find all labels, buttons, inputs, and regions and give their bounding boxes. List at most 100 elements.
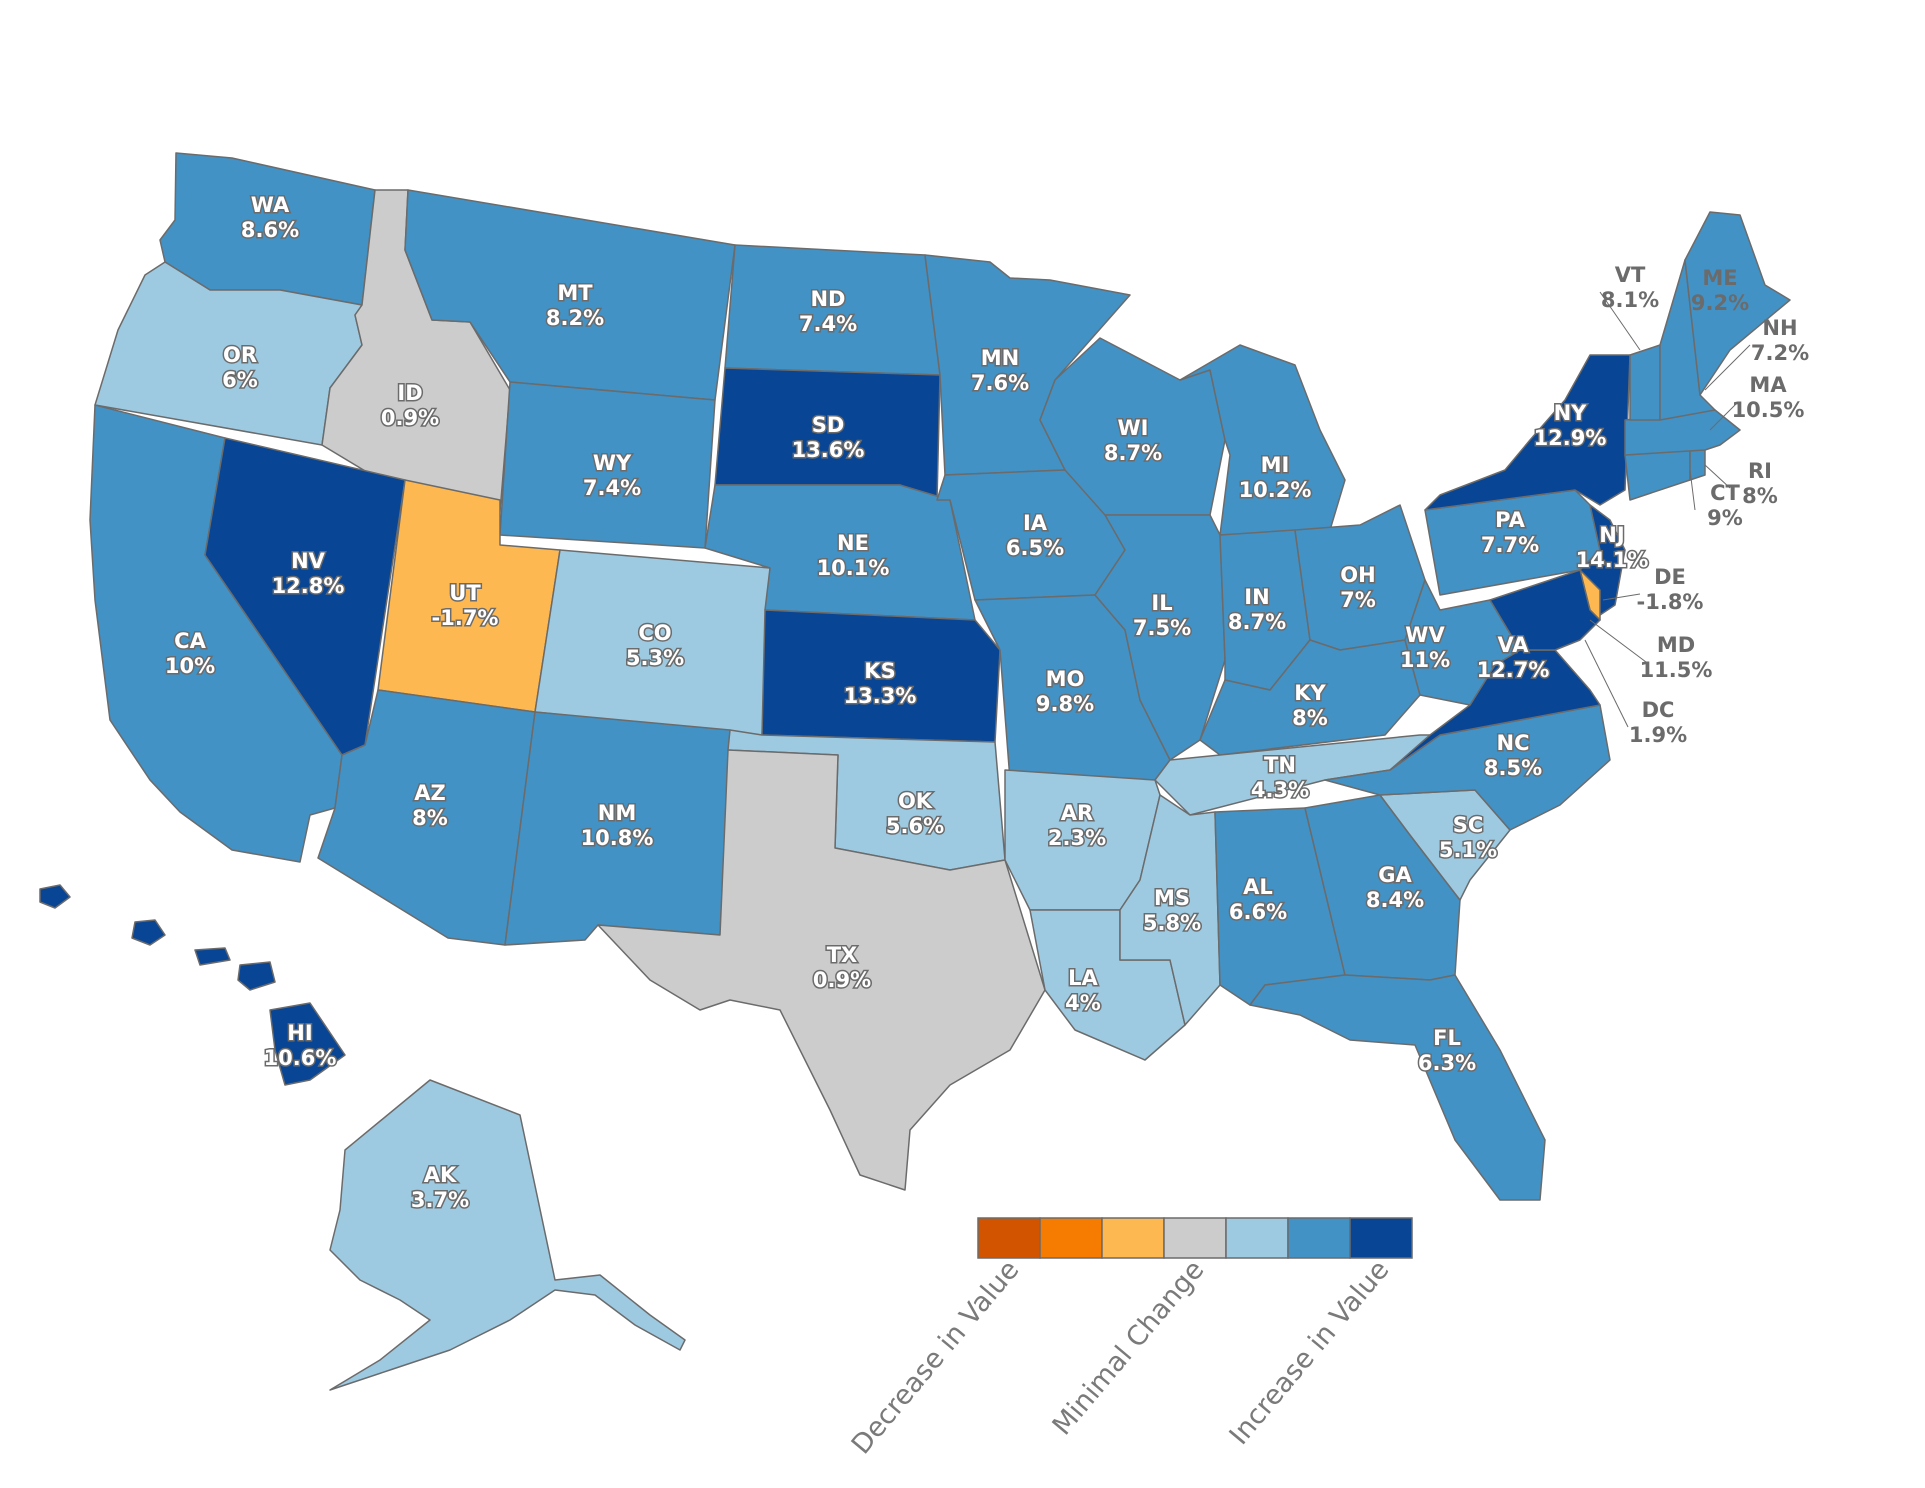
state-label-al: AL6.6% — [1227, 874, 1288, 926]
state-abbr-ga: GA — [1378, 863, 1412, 887]
state-ms — [1119, 794, 1221, 1026]
state-abbr-mo: MO — [1046, 667, 1085, 691]
state-value-ga: 8.4% — [1366, 888, 1424, 912]
state-abbr-ky: KY — [1294, 681, 1326, 705]
state-abbr-wv: WV — [1405, 623, 1445, 647]
state-label-in: IN8.7% — [1226, 584, 1287, 636]
states-layer — [39, 152, 1791, 1391]
state-label-ia: IA6.5% — [1004, 510, 1065, 562]
legend-swatch-inc-mid — [1287, 1217, 1351, 1259]
state-value-ct: 9% — [1707, 506, 1743, 530]
state-abbr-tn: TN — [1264, 753, 1296, 777]
state-abbr-ca: CA — [174, 629, 206, 653]
state-abbr-nc: NC — [1497, 731, 1530, 755]
state-value-ak: 3.7% — [411, 1188, 469, 1212]
state-abbr-mt: MT — [557, 281, 593, 305]
state-abbr-oh: OH — [1340, 563, 1375, 587]
state-label-dc: DC1.9% — [1629, 698, 1687, 747]
state-value-mt: 8.2% — [546, 306, 604, 330]
state-abbr-wi: WI — [1118, 416, 1149, 440]
state-ct — [1624, 449, 1691, 501]
state-label-ar: AR2.3% — [1046, 800, 1107, 852]
state-value-ar: 2.3% — [1048, 826, 1106, 850]
legend-swatch-inc-light — [1225, 1217, 1289, 1259]
state-value-wa: 8.6% — [241, 218, 299, 242]
state-wi — [1039, 337, 1226, 516]
state-value-ma: 10.5% — [1732, 398, 1805, 422]
state-value-wv: 11% — [1400, 648, 1450, 672]
state-ak — [329, 1079, 686, 1391]
state-label-ky: KY8% — [1291, 680, 1330, 732]
state-label-la: LA4% — [1064, 965, 1103, 1017]
state-abbr-hi: HI — [287, 1021, 312, 1045]
state-abbr-ct: CT — [1710, 481, 1740, 505]
state-abbr-ms: MS — [1154, 886, 1190, 910]
state-label-nc: NC8.5% — [1482, 730, 1543, 782]
state-label-co: CO5.3% — [624, 620, 685, 672]
state-value-id: 0.9% — [381, 406, 439, 430]
state-abbr-or: OR — [223, 343, 257, 367]
state-value-az: 8% — [412, 806, 448, 830]
state-abbr-nj: NJ — [1599, 523, 1624, 547]
state-abbr-nm: NM — [598, 801, 636, 825]
state-abbr-al: AL — [1243, 875, 1273, 899]
state-value-co: 5.3% — [626, 646, 684, 670]
state-nh — [1659, 259, 1716, 421]
state-value-pa: 7.7% — [1481, 533, 1539, 557]
state-label-sc: SC5.1% — [1437, 812, 1498, 864]
legend-label-increase: Increase in Value — [1224, 1255, 1396, 1451]
state-value-al: 6.6% — [1229, 900, 1287, 924]
state-value-nm: 10.8% — [581, 826, 654, 850]
state-tx — [597, 749, 1046, 1191]
legend-label-decrease: Decrease in Value — [846, 1255, 1026, 1461]
legend-swatch-dec-mid — [1039, 1217, 1103, 1259]
state-label-ga: GA8.4% — [1364, 862, 1425, 914]
state-value-vt: 8.1% — [1601, 288, 1659, 312]
state-abbr-dc: DC — [1642, 698, 1675, 722]
state-abbr-ar: AR — [1061, 801, 1093, 825]
state-value-wy: 7.4% — [583, 476, 641, 500]
state-value-ks: 13.3% — [844, 684, 917, 708]
leader-line-de — [1602, 593, 1641, 601]
state-label-wy: WY7.4% — [581, 450, 642, 502]
state-abbr-id: ID — [397, 381, 422, 405]
state-value-nd: 7.4% — [799, 312, 857, 336]
state-md — [1489, 569, 1601, 651]
state-abbr-fl: FL — [1433, 1026, 1461, 1050]
state-label-ok: OK5.6% — [884, 788, 945, 840]
state-abbr-il: IL — [1151, 591, 1172, 615]
state-value-ut: -1.7% — [432, 606, 499, 630]
state-abbr-in: IN — [1244, 585, 1269, 609]
leader-line-dc — [1584, 639, 1629, 728]
state-value-ms: 5.8% — [1143, 911, 1201, 935]
state-value-ny: 12.9% — [1534, 426, 1607, 450]
state-value-mi: 10.2% — [1239, 478, 1312, 502]
legend-swatch-dec-light — [1101, 1217, 1165, 1259]
state-abbr-co: CO — [638, 621, 671, 645]
state-abbr-mi: MI — [1261, 453, 1290, 477]
state-abbr-ri: RI — [1748, 459, 1772, 483]
state-value-md: 11.5% — [1640, 658, 1713, 682]
state-label-il: IL7.5% — [1131, 590, 1192, 642]
state-value-tx: 0.9% — [813, 968, 871, 992]
leader-line-md — [1589, 619, 1647, 663]
state-value-ri: 8% — [1742, 484, 1778, 508]
state-hi — [39, 884, 346, 1086]
legend-swatch-inc-strong — [1349, 1217, 1413, 1259]
state-value-tn: 4.3% — [1251, 778, 1309, 802]
state-value-nh: 7.2% — [1751, 341, 1809, 365]
state-abbr-ok: OK — [898, 789, 933, 813]
state-value-ky: 8% — [1292, 706, 1328, 730]
state-label-ri: RI8% — [1742, 459, 1778, 508]
